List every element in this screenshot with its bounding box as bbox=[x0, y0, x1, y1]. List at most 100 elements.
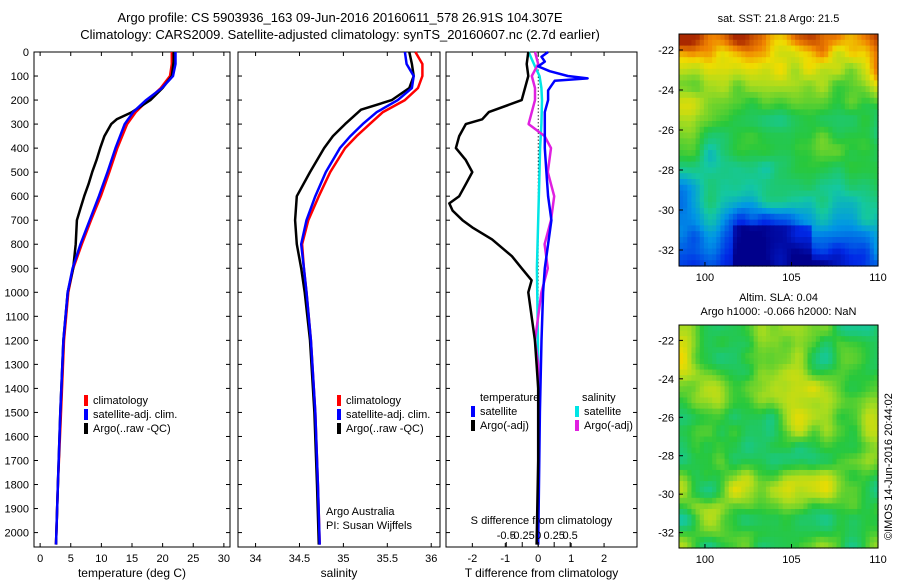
sst-map-cell bbox=[807, 80, 813, 87]
sst-map-cell bbox=[807, 173, 813, 180]
sla-map-cell bbox=[716, 419, 722, 426]
sla-map-cell bbox=[836, 397, 842, 404]
sst-map-cell bbox=[815, 213, 821, 221]
sst-map-cell bbox=[857, 248, 863, 255]
sla-map-cell bbox=[774, 347, 780, 354]
sst-map-cell bbox=[774, 97, 780, 105]
sla-map-cell bbox=[720, 542, 726, 549]
sla-map-cell bbox=[708, 414, 713, 421]
sla-map-cell bbox=[699, 369, 705, 376]
sst-map-cell bbox=[786, 213, 792, 221]
sst-map-cell bbox=[799, 208, 804, 215]
sla-map-cell bbox=[712, 464, 717, 471]
sst-map-cell bbox=[703, 208, 709, 215]
sla-map-cell bbox=[828, 436, 833, 443]
sla-map-y-tick-label: -22 bbox=[658, 335, 674, 347]
sst-map-cell bbox=[695, 80, 701, 87]
sst-map-cell bbox=[732, 126, 738, 134]
sla-map-cell bbox=[824, 352, 829, 360]
sst-map-cell bbox=[761, 155, 767, 163]
sst-map-cell bbox=[790, 242, 796, 250]
sla-map-cell bbox=[782, 419, 788, 426]
sst-map-cell bbox=[741, 184, 746, 192]
sla-map-cell bbox=[832, 369, 838, 376]
sst-map-cell bbox=[774, 34, 780, 41]
sst-map-cell bbox=[861, 237, 867, 244]
sla-map-cell bbox=[712, 414, 717, 421]
sst-map-cell bbox=[853, 225, 858, 232]
sla-map-cell bbox=[803, 481, 809, 488]
sla-map-cell bbox=[745, 358, 751, 365]
sst-map-cell bbox=[732, 34, 738, 41]
sst-map-cell bbox=[724, 219, 730, 226]
sla-map-cell bbox=[832, 347, 838, 354]
sla-map-cell bbox=[811, 475, 817, 482]
sst-map-cell bbox=[703, 184, 709, 192]
sst-map-cell bbox=[790, 103, 796, 110]
sla-map-cell bbox=[770, 397, 775, 404]
sst-map-cell bbox=[873, 115, 879, 122]
sst-map-cell bbox=[824, 92, 829, 99]
sst-map-cell bbox=[703, 51, 709, 58]
sla-map-cell bbox=[728, 453, 734, 460]
sla-map-cell bbox=[815, 347, 821, 354]
sst-map-cell bbox=[703, 126, 709, 134]
sla-map-cell bbox=[695, 336, 701, 343]
sst-map-cell bbox=[853, 103, 858, 110]
sla-map-cell bbox=[803, 508, 809, 516]
sst-map-cell bbox=[720, 132, 726, 139]
sla-map-cell bbox=[778, 497, 784, 504]
sla-map-cell bbox=[737, 347, 742, 354]
sst-map-cell bbox=[699, 115, 705, 122]
sla-map-cell bbox=[853, 436, 858, 443]
sla-map-cell bbox=[728, 330, 734, 337]
sst-map-cell bbox=[815, 115, 821, 122]
sst-map-cell bbox=[691, 260, 697, 267]
sla-map-cell bbox=[699, 525, 705, 532]
sla-map-cell bbox=[753, 341, 759, 348]
sst-map-cell bbox=[853, 63, 858, 70]
sla-map-cell bbox=[778, 425, 784, 432]
sst-map-cell bbox=[679, 132, 684, 139]
sla-map-cell bbox=[741, 414, 746, 421]
sst-map-cell bbox=[832, 45, 838, 52]
sst-map-cell bbox=[761, 225, 767, 232]
sla-map-cell bbox=[753, 425, 759, 432]
sla-map-cell bbox=[703, 508, 709, 516]
sst-map-cell bbox=[699, 179, 705, 186]
sst-map-cell bbox=[853, 173, 858, 180]
sla-map-cell bbox=[790, 542, 796, 549]
sla-map-cell bbox=[795, 442, 800, 449]
sst-map-cell bbox=[699, 80, 705, 87]
sst-map-cell bbox=[819, 138, 825, 145]
difference-s-axis-label: S difference from climatology bbox=[471, 515, 613, 527]
sla-map-cell bbox=[790, 425, 796, 432]
sla-map-cell bbox=[737, 414, 742, 421]
sst-map-cell bbox=[782, 126, 788, 134]
sla-map-cell bbox=[770, 542, 775, 549]
sla-map-cell bbox=[799, 425, 804, 432]
sst-map-cell bbox=[703, 190, 709, 197]
sst-map-cell bbox=[741, 213, 746, 221]
sst-map-cell bbox=[815, 184, 821, 192]
sst-map-cell bbox=[757, 103, 763, 110]
sst-map-cell bbox=[679, 86, 684, 93]
sla-map-cell bbox=[836, 531, 842, 538]
sla-map-cell bbox=[828, 475, 833, 482]
sla-map-cell bbox=[683, 419, 688, 426]
sst-map-cell bbox=[844, 92, 850, 99]
sst-map-cell bbox=[761, 242, 767, 250]
sla-map-cell bbox=[853, 386, 858, 393]
sla-map-cell bbox=[795, 447, 800, 454]
sla-map-cell bbox=[795, 403, 800, 410]
sla-map-cell bbox=[869, 458, 875, 465]
sst-map-cell bbox=[741, 86, 746, 93]
sla-map-cell bbox=[774, 497, 780, 504]
sla-map-cell bbox=[741, 464, 746, 471]
temperature-frame bbox=[33, 51, 231, 548]
sst-map-cell bbox=[679, 248, 684, 255]
sst-map-cell bbox=[757, 190, 763, 197]
difference-t-legend-swatch bbox=[471, 420, 475, 431]
sst-map-cell bbox=[790, 39, 796, 47]
sla-map-cell bbox=[770, 419, 775, 426]
